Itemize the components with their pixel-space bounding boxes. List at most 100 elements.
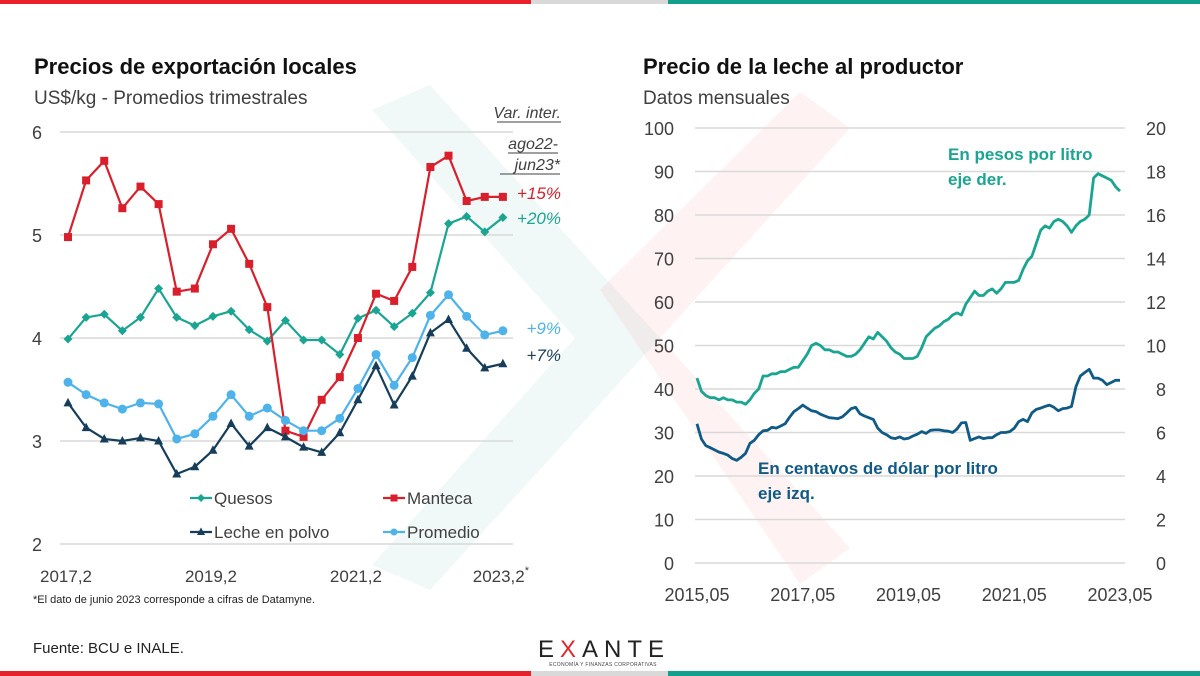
right-chart-right-y-tick: 12 bbox=[1146, 293, 1166, 313]
right-chart-right-y-tick: 16 bbox=[1146, 206, 1166, 226]
logo-letter-e: E bbox=[538, 636, 561, 663]
left-y-tick-label: 2 bbox=[32, 535, 42, 555]
data-point bbox=[317, 447, 327, 456]
legend-item-promedio: Promedio bbox=[383, 523, 480, 542]
data-point bbox=[82, 176, 91, 185]
legend-marker bbox=[197, 527, 205, 535]
data-point bbox=[317, 426, 327, 436]
end-label-leche-en-polvo: +7% bbox=[527, 346, 562, 365]
right-chart-subtitle: Datos mensuales bbox=[643, 88, 790, 109]
data-point bbox=[425, 310, 435, 320]
data-point bbox=[353, 383, 363, 393]
data-point bbox=[118, 204, 127, 213]
end-label-promedio: +9% bbox=[527, 319, 562, 338]
legend-item-quesos: Quesos bbox=[190, 489, 273, 508]
left-y-tick-label: 5 bbox=[32, 226, 42, 246]
data-point bbox=[335, 349, 345, 359]
data-point bbox=[353, 334, 362, 342]
right-chart-left-y-tick: 20 bbox=[654, 467, 674, 487]
legend-marker bbox=[390, 528, 398, 536]
data-point bbox=[154, 200, 163, 209]
data-point bbox=[227, 224, 236, 233]
legend-label: Quesos bbox=[214, 489, 273, 508]
data-point bbox=[299, 335, 309, 345]
right-chart-right-y-tick: 4 bbox=[1156, 467, 1166, 487]
data-point bbox=[172, 287, 181, 296]
data-point bbox=[81, 312, 91, 322]
data-point bbox=[462, 211, 472, 221]
top-bar-red bbox=[0, 0, 531, 4]
right-x-tick-label: 2023,05 bbox=[1087, 585, 1152, 605]
data-point bbox=[226, 390, 236, 400]
right-chart-left-y-tick: 60 bbox=[654, 293, 674, 313]
right-chart-right-y-tick: 14 bbox=[1146, 250, 1166, 270]
right-x-tick-label: 2015,05 bbox=[664, 585, 729, 605]
data-point bbox=[480, 227, 490, 237]
end-label-quesos: +20% bbox=[517, 209, 561, 228]
data-point bbox=[64, 233, 72, 242]
data-point bbox=[353, 313, 363, 323]
data-point bbox=[444, 219, 454, 229]
data-point bbox=[154, 399, 164, 409]
left-x-tick-label: 2017,2 bbox=[40, 567, 92, 586]
data-point bbox=[81, 422, 91, 432]
bottom-bar-red bbox=[0, 671, 531, 676]
right-chart-left-y-tick: 80 bbox=[654, 206, 674, 226]
data-point bbox=[172, 312, 182, 322]
data-point bbox=[135, 312, 145, 322]
legend-label: Leche en polvo bbox=[214, 523, 329, 542]
right-chart-right-y-tick: 10 bbox=[1146, 337, 1166, 357]
data-point bbox=[317, 395, 326, 404]
watermark-teal-stroke bbox=[372, 85, 660, 590]
data-point bbox=[389, 322, 399, 332]
data-point bbox=[498, 212, 508, 222]
bottom-bar-teal bbox=[668, 671, 1200, 676]
data-point bbox=[281, 426, 290, 435]
data-point bbox=[117, 326, 127, 336]
data-point bbox=[63, 377, 73, 387]
data-point bbox=[498, 326, 508, 336]
data-point bbox=[480, 192, 489, 201]
data-point bbox=[190, 321, 200, 331]
data-point bbox=[407, 371, 417, 380]
data-point bbox=[299, 442, 309, 451]
data-point bbox=[245, 259, 254, 268]
annotation-pesos-line1: En pesos por litro bbox=[948, 145, 1093, 164]
data-point bbox=[280, 431, 290, 441]
legend-label: Promedio bbox=[407, 523, 480, 542]
right-chart-left-y-tick: 40 bbox=[654, 380, 674, 400]
data-point bbox=[99, 398, 109, 408]
series-leche-en-polvo bbox=[63, 314, 508, 478]
left-chart-subtitle: US$/kg - Promedios trimestrales bbox=[34, 88, 308, 109]
right-x-tick-label: 2017,05 bbox=[770, 585, 835, 605]
right-chart: 0 10 20 30 40 50 60 70 80 90 100 0 2 4 6 8 10 12 14 16 18 20… bbox=[644, 119, 1166, 605]
data-point bbox=[172, 434, 182, 444]
data-point bbox=[208, 411, 218, 421]
left-chart-footnote: *El dato de junio 2023 corresponde a cif… bbox=[33, 594, 315, 606]
data-point bbox=[154, 436, 164, 445]
legend-item-leche-en-polvo: Leche en polvo bbox=[190, 523, 329, 542]
exante-logo: EXANTE ECONOMÍA Y FINANZAS CORPORATIVAS bbox=[538, 636, 668, 668]
data-point bbox=[317, 335, 327, 345]
var-header-line: Var. inter. bbox=[493, 105, 561, 122]
watermark-red-stroke bbox=[600, 92, 850, 584]
left-x-tick-label: 2019,2 bbox=[185, 567, 237, 586]
data-point bbox=[371, 305, 381, 315]
data-point bbox=[263, 303, 272, 312]
legend-marker bbox=[197, 494, 205, 502]
data-point bbox=[81, 390, 91, 400]
legend-marker bbox=[390, 494, 398, 502]
left-y-tick-label: 6 bbox=[32, 123, 42, 143]
data-point bbox=[462, 343, 472, 352]
data-point bbox=[262, 422, 272, 432]
data-point bbox=[226, 418, 236, 427]
data-point bbox=[172, 468, 182, 478]
series-pesos-por-litro bbox=[695, 172, 1121, 406]
left-chart: 2 3 4 5 6 2017,2 2019,2 2021,2 2023,2* Var. int… bbox=[32, 105, 562, 586]
data-point bbox=[100, 156, 109, 165]
data-point bbox=[390, 296, 399, 305]
data-point bbox=[407, 353, 417, 363]
right-chart-right-y-tick: 20 bbox=[1146, 119, 1166, 139]
data-point bbox=[389, 399, 399, 409]
series-quesos bbox=[63, 211, 508, 359]
